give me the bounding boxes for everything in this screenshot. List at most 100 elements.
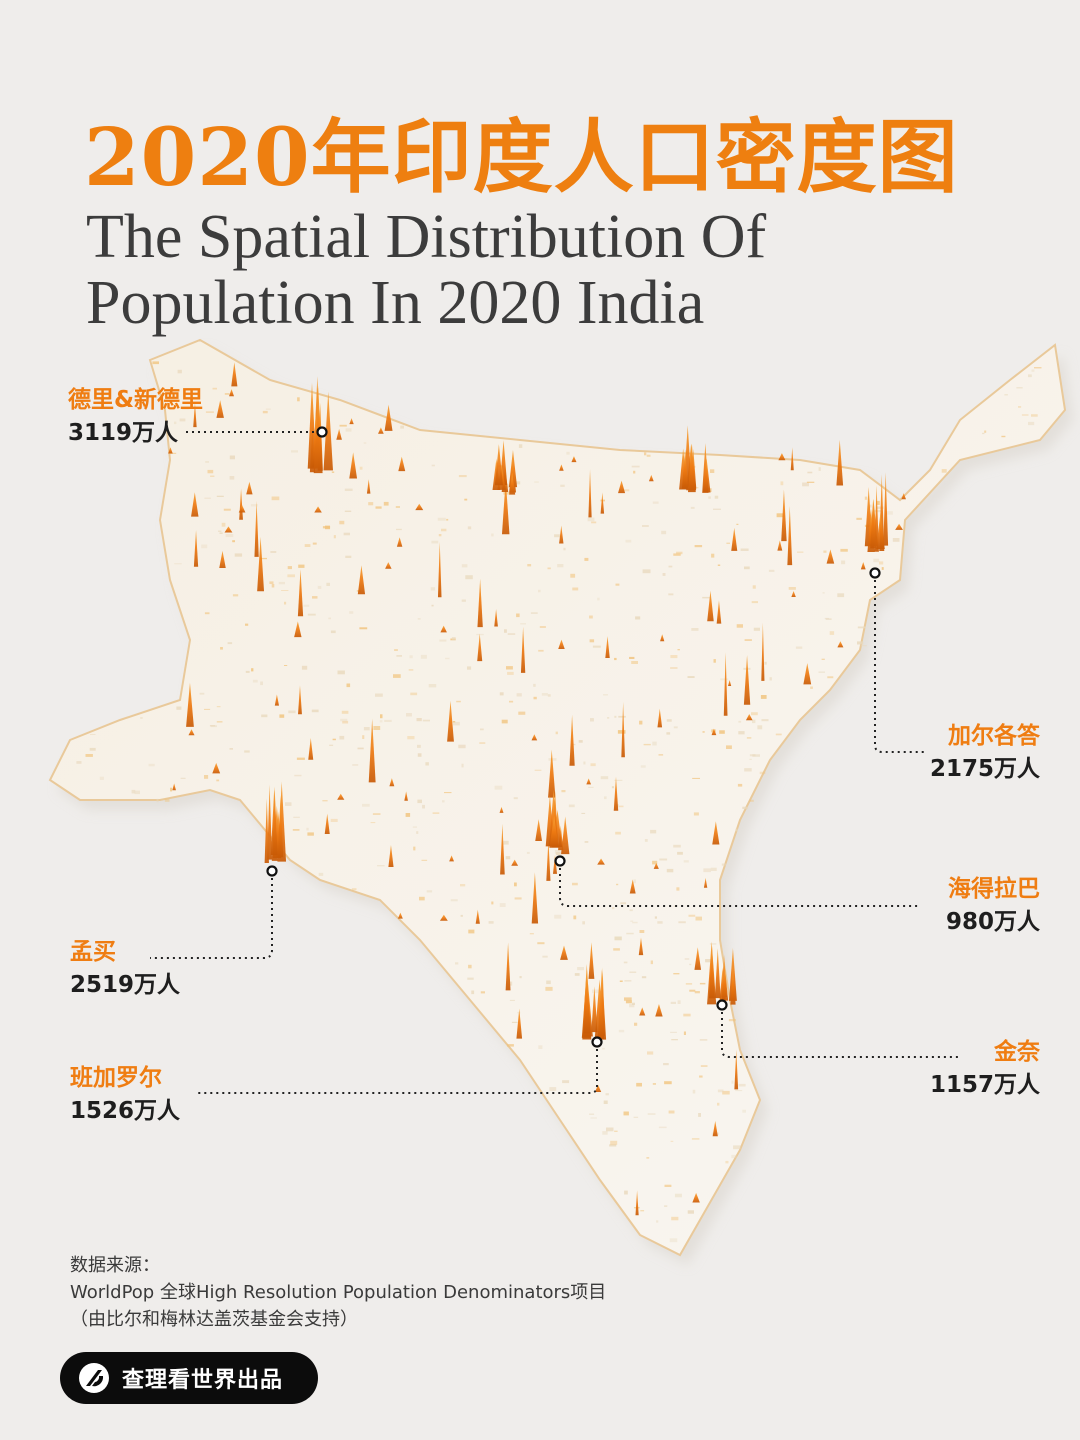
texture-cell [409, 655, 413, 659]
texture-cell [742, 1109, 746, 1113]
texture-cell [296, 757, 305, 760]
density-spike [477, 578, 483, 628]
texture-cell [225, 534, 234, 538]
density-spike [501, 479, 510, 535]
texture-cell [174, 563, 182, 565]
density-spike [535, 819, 543, 842]
texture-cell [633, 1116, 639, 1118]
density-spike [531, 872, 539, 924]
texture-cell [982, 432, 985, 435]
density-spike [605, 636, 610, 659]
texture-cell [735, 828, 738, 832]
density-spike [238, 505, 246, 513]
texture-cell [736, 523, 739, 525]
texture-cell [646, 454, 651, 457]
texture-cell [626, 932, 634, 935]
texture-cell [619, 805, 624, 808]
texture-cell [618, 715, 626, 718]
texture-cell [285, 802, 292, 806]
texture-cell [561, 790, 566, 793]
density-spike [901, 493, 906, 500]
density-spike [731, 527, 738, 551]
city-name-hyderabad: 海得拉巴 [948, 876, 1040, 902]
density-spike [505, 942, 511, 991]
texture-cell [760, 695, 767, 699]
texture-cell [825, 618, 832, 620]
texture-cell [465, 575, 473, 580]
texture-cell [823, 550, 827, 553]
texture-cell [307, 613, 316, 616]
leader-lines [150, 431, 960, 1094]
texture-cell [673, 844, 681, 848]
density-spike [349, 452, 358, 479]
texture-cell [1034, 367, 1042, 369]
density-spike [404, 791, 408, 801]
texture-cell [650, 829, 657, 834]
density-spike [397, 912, 403, 919]
texture-cell [431, 604, 434, 607]
texture-cell [357, 747, 364, 750]
texture-cell [590, 718, 594, 722]
texture-cell [941, 469, 947, 473]
texture-cell [204, 612, 210, 615]
texture-cell [515, 481, 521, 485]
texture-cell [650, 960, 653, 965]
density-spike [552, 854, 558, 874]
texture-cell [677, 1000, 681, 1004]
density-spike [870, 498, 877, 549]
texture-cell [602, 1047, 605, 1050]
texture-cell [607, 717, 610, 719]
texture-cell [735, 1090, 743, 1092]
texture-cell [439, 639, 447, 642]
texture-cell [685, 983, 693, 985]
texture-cell [614, 715, 617, 718]
texture-cell [780, 481, 784, 486]
texture-cell [673, 553, 681, 556]
texture-cell [984, 430, 987, 433]
leader-line-bangalore [195, 1043, 598, 1094]
texture-cell [629, 656, 635, 659]
texture-cell [731, 1154, 737, 1159]
city-population-hyderabad: 980万人 [945, 909, 1040, 935]
texture-cell [690, 506, 695, 509]
density-spike [308, 737, 314, 760]
density-spike [254, 500, 259, 557]
density-spike [559, 464, 564, 471]
marker-hyderabad [554, 855, 566, 867]
texture-cell [584, 557, 589, 561]
texture-cell [383, 501, 389, 506]
texture-cell [736, 624, 743, 628]
texture-cell [634, 1022, 638, 1026]
density-spike [368, 718, 376, 783]
texture-cell [520, 623, 526, 625]
texture-cell [676, 887, 680, 891]
texture-cell [688, 914, 696, 917]
density-spike [389, 778, 395, 787]
texture-cell [303, 604, 310, 607]
texture-cell [488, 921, 494, 924]
texture-cell [445, 657, 450, 660]
texture-cell [339, 735, 345, 740]
texture-cell [471, 990, 475, 995]
texture-cell [738, 731, 745, 735]
density-spike [366, 479, 371, 494]
texture-cell [761, 719, 769, 722]
texture-cell [613, 948, 620, 951]
density-spike [702, 458, 711, 493]
density-spike [711, 728, 717, 736]
texture-cell [174, 421, 177, 425]
texture-cell [670, 1140, 674, 1142]
density-spike [613, 776, 619, 811]
texture-cell [725, 1160, 729, 1164]
texture-cell [417, 753, 422, 757]
texture-cell [281, 590, 289, 591]
texture-cell [345, 555, 352, 558]
texture-cell [216, 706, 221, 708]
texture-cell [85, 754, 93, 757]
texture-cell [533, 696, 537, 700]
texture-cell [788, 587, 796, 590]
texture-cell [600, 776, 609, 780]
texture-cell [572, 587, 579, 591]
density-spike [384, 404, 393, 431]
texture-cell [278, 581, 285, 585]
